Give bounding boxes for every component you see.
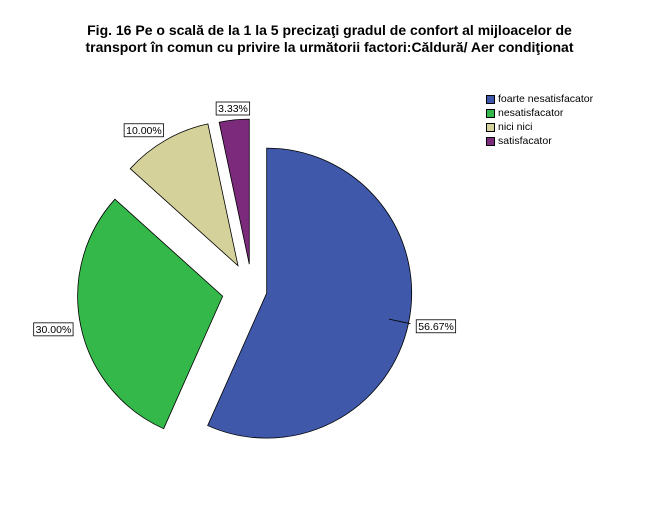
pie-slice-satisfacator — [218, 118, 250, 265]
leader-line — [388, 318, 411, 325]
chart-title: Fig. 16 Pe o scală de la 1 la 5 precizaţ… — [0, 22, 659, 56]
legend-swatch — [486, 122, 495, 132]
pie-data-label: 10.00% — [126, 125, 162, 137]
pie-data-label: 3.33% — [218, 103, 248, 115]
legend-item-nesatisfacator: nesatisfacator — [486, 106, 593, 120]
legend-label: foarte nesatisfacator — [498, 93, 594, 105]
legend-swatch — [486, 108, 495, 118]
pie-slice-nici-nici — [129, 123, 239, 267]
legend-item-satisfacator: satisfacator — [486, 134, 593, 148]
legend-item-nici-nici: nici nici — [486, 120, 593, 134]
pie-data-label: 56.67% — [418, 321, 454, 333]
pie-data-label-box — [123, 123, 164, 138]
legend-label: nici nici — [498, 121, 533, 133]
pie-data-label-box — [33, 322, 74, 337]
legend-swatch — [486, 136, 495, 146]
pie-data-label-box — [415, 319, 457, 334]
pie-slice-nesatisfacator — [77, 198, 224, 430]
legend-label: satisfacator — [498, 135, 552, 147]
legend-label: nesatisfacator — [498, 107, 564, 119]
legend-item-foarte-nesatisfacator: foarte nesatisfacator — [486, 92, 593, 106]
chart-title-line-1: Fig. 16 Pe o scală de la 1 la 5 precizaţ… — [87, 22, 572, 38]
pie-data-label: 30.00% — [36, 324, 72, 336]
pie-data-label-box — [215, 101, 251, 116]
legend-swatch — [486, 94, 495, 104]
chart-title-line-2: transport în comun cu privire la următor… — [85, 39, 574, 55]
legend: foarte nesatisfacator nesatisfacator nic… — [486, 92, 593, 148]
